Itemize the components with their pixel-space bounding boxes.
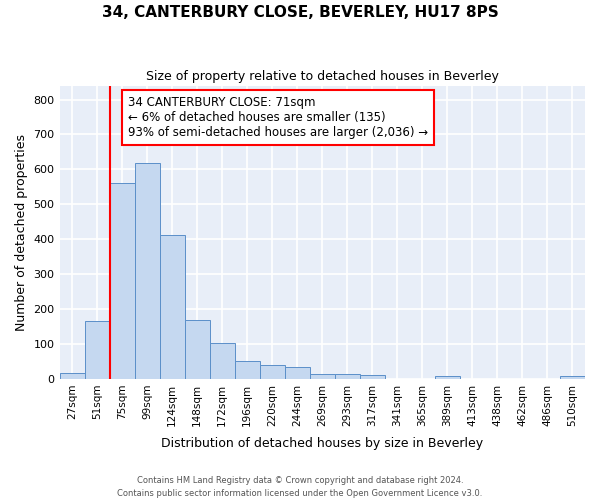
Bar: [260, 365, 285, 379]
Bar: [160, 234, 185, 379]
Bar: [360, 376, 385, 379]
Bar: [310, 374, 335, 379]
Bar: [435, 376, 460, 379]
Bar: [560, 376, 585, 379]
Text: 34 CANTERBURY CLOSE: 71sqm
← 6% of detached houses are smaller (135)
93% of semi: 34 CANTERBURY CLOSE: 71sqm ← 6% of detac…: [128, 96, 428, 139]
Bar: [134, 163, 160, 379]
Bar: [335, 374, 360, 379]
Bar: [235, 360, 260, 379]
Text: Contains HM Land Registry data © Crown copyright and database right 2024.
Contai: Contains HM Land Registry data © Crown c…: [118, 476, 482, 498]
Title: Size of property relative to detached houses in Beverley: Size of property relative to detached ho…: [146, 70, 499, 83]
Text: 34, CANTERBURY CLOSE, BEVERLEY, HU17 8PS: 34, CANTERBURY CLOSE, BEVERLEY, HU17 8PS: [101, 5, 499, 20]
Bar: [185, 320, 209, 379]
Bar: [110, 182, 134, 379]
Bar: [59, 372, 85, 379]
Bar: [85, 322, 110, 379]
Bar: [285, 368, 310, 379]
X-axis label: Distribution of detached houses by size in Beverley: Distribution of detached houses by size …: [161, 437, 484, 450]
Bar: [209, 342, 235, 379]
Y-axis label: Number of detached properties: Number of detached properties: [15, 134, 28, 330]
